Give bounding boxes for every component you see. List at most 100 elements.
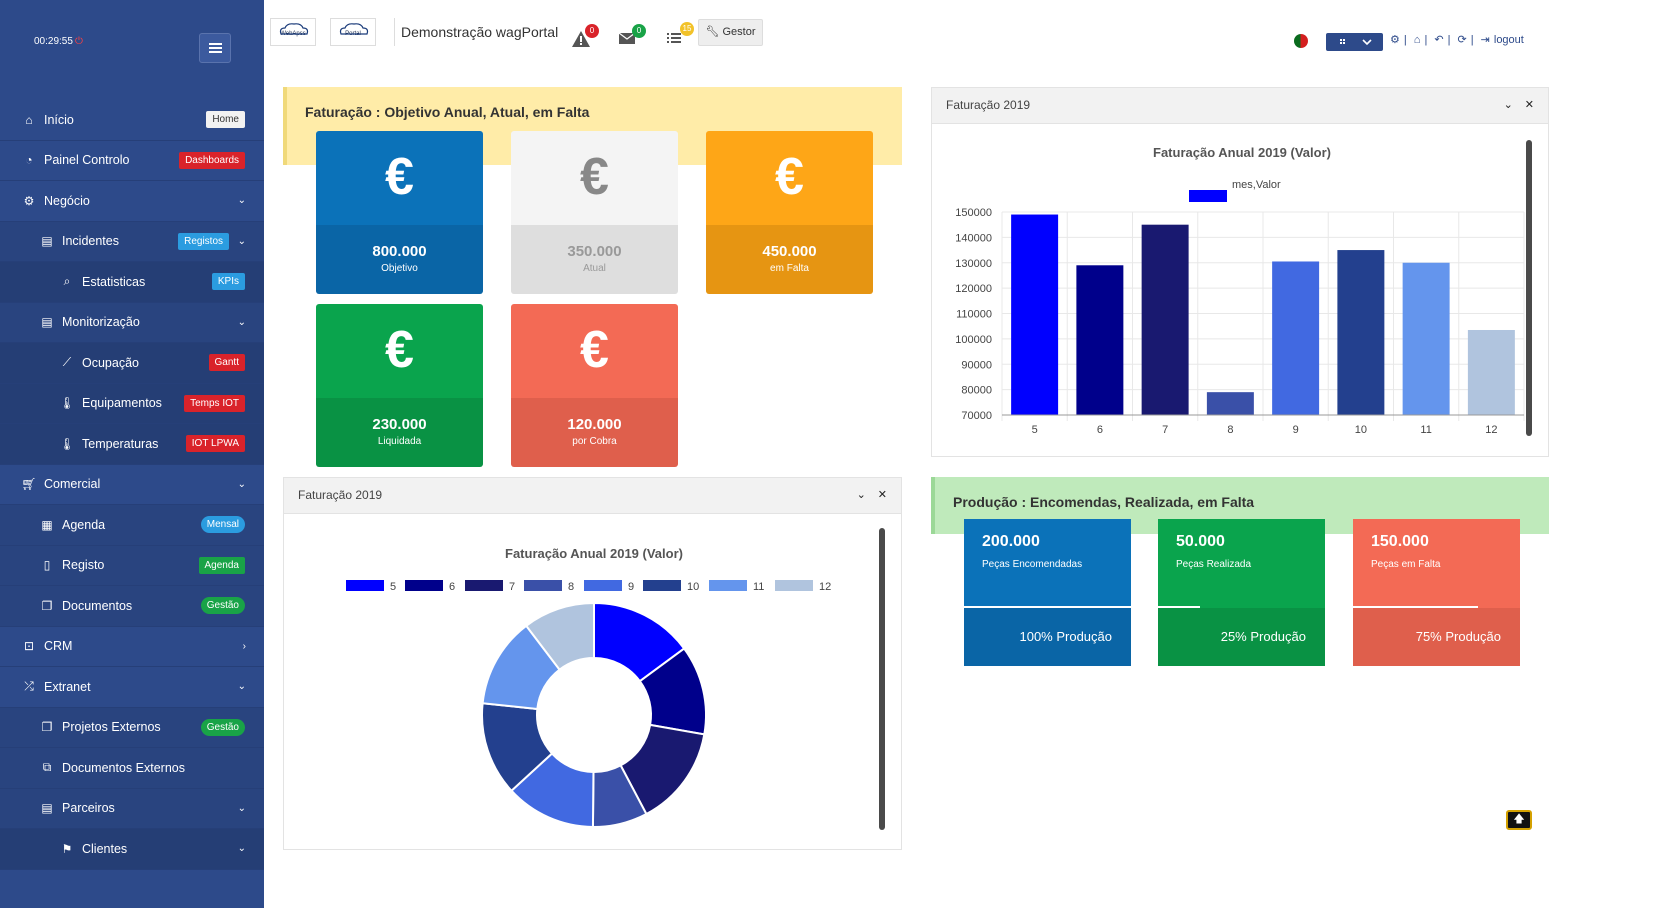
gestor-label: Gestor xyxy=(722,26,756,38)
legend-label: mes,Valor xyxy=(1232,179,1281,191)
chevron-right-icon[interactable]: › xyxy=(242,640,246,652)
tile-pecas-em-falta[interactable]: 150.000 Peças em Falta 75% Produção xyxy=(1353,519,1520,666)
collapse-icon[interactable]: ⌄ xyxy=(856,489,866,501)
sidebar-badge[interactable]: Agenda xyxy=(198,556,245,574)
bar-12[interactable] xyxy=(1467,329,1515,415)
gear-icon: ⚙ xyxy=(23,193,35,208)
legend-label: 6 xyxy=(449,581,455,593)
sidebar-item-projetos-externos[interactable]: ❐ Projetos Externos Gestão xyxy=(0,707,264,748)
bar-11[interactable] xyxy=(1402,262,1450,415)
alerts-button[interactable]: 0 xyxy=(571,24,599,50)
sidebar-item-documentos-externos[interactable]: ⧉ Documentos Externos xyxy=(0,748,264,789)
sidebar-item-painel-controlo[interactable]: ◔ Painel Controlo Dashboards xyxy=(0,140,264,181)
logo-portal[interactable]: Portal xyxy=(330,18,376,46)
panel-scrollbar[interactable] xyxy=(879,528,885,830)
chevron-down-icon[interactable]: ⌄ xyxy=(237,316,246,328)
gestor-button[interactable]: 🔧︎ Gestor xyxy=(698,19,763,46)
chevron-down-icon[interactable]: ⌄ xyxy=(237,681,246,693)
panel-scrollbar[interactable] xyxy=(1526,140,1532,436)
bar-8[interactable] xyxy=(1206,392,1254,415)
x-tick-label: 9 xyxy=(1293,424,1299,436)
legend-swatch xyxy=(775,580,813,591)
sidebar-item-agenda[interactable]: ▦ Agenda Mensal xyxy=(0,505,264,546)
bar-7[interactable] xyxy=(1141,224,1189,415)
sidebar-item-temperaturas[interactable]: 🌡︎ Temperaturas IOT LPWA xyxy=(0,424,264,465)
scroll-top-button[interactable]: 🡅︎ xyxy=(1506,810,1532,830)
tile-label: Liquidada xyxy=(377,436,422,447)
legend-label: 5 xyxy=(390,581,396,593)
tile-value: 200.000 xyxy=(982,533,1040,550)
settings-icon[interactable]: ⚙ xyxy=(1390,34,1400,46)
chevron-down-icon[interactable]: ⌄ xyxy=(237,843,246,855)
tile-value: 800.000 xyxy=(372,243,427,260)
menu-toggle-button[interactable] xyxy=(199,33,231,63)
sidebar-badge[interactable]: Mensal xyxy=(200,516,245,534)
sidebar-item-parceiros[interactable]: ▤ Parceiros ⌄ xyxy=(0,788,264,829)
sidebar-item-clientes[interactable]: ⚑ Clientes ⌄ xyxy=(0,829,264,870)
sidebar-item-estatisticas[interactable]: ⌕ Estatisticas KPIs xyxy=(0,262,264,303)
language-flag-icon[interactable] xyxy=(1294,34,1308,48)
logout-link[interactable]: ⇥ logout xyxy=(1480,34,1524,46)
tile-pecas-realizada[interactable]: 50.000 Peças Realizada 25% Produção xyxy=(1158,519,1325,666)
tile-liquidada[interactable]: € 230.000 Liquidada xyxy=(316,304,483,467)
sidebar-item-registo[interactable]: ▯ Registo Agenda xyxy=(0,545,264,586)
legend-swatch xyxy=(709,580,747,591)
sidebar-item-documentos[interactable]: ❐ Documentos Gestão xyxy=(0,586,264,627)
sidebar-item-incidentes[interactable]: ▤ Incidentes Registos ⌄ xyxy=(0,221,264,262)
euro-icon: € xyxy=(511,304,678,398)
bar-10[interactable] xyxy=(1337,250,1385,415)
sidebar-item-negócio[interactable]: ⚙ Negócio ⌄ xyxy=(0,181,264,222)
bar-5[interactable] xyxy=(1011,214,1059,415)
sidebar-item-início[interactable]: ⌂ Início Home xyxy=(0,100,264,141)
tile-pecas-encomendadas[interactable]: 200.000 Peças Encomendadas 100% Produção xyxy=(964,519,1131,666)
wrench-icon: 🔧︎ xyxy=(705,26,720,38)
sidebar-badge[interactable]: Gantt xyxy=(208,354,245,372)
tile-atual[interactable]: € 350.000 Atual xyxy=(511,131,678,294)
power-icon[interactable]: ⏻ xyxy=(74,36,83,47)
bar-9[interactable] xyxy=(1272,261,1320,415)
sidebar-badge[interactable]: Gestão xyxy=(200,597,245,615)
sidebar-item-monitorização[interactable]: ▤ Monitorização ⌄ xyxy=(0,302,264,343)
sidebar-item-ocupação[interactable]: ⟋ Ocupação Gantt xyxy=(0,343,264,384)
chevron-down-icon[interactable]: ⌄ xyxy=(237,235,246,247)
close-icon[interactable]: ✕ xyxy=(877,489,887,501)
chevron-down-icon[interactable]: ⌄ xyxy=(237,195,246,207)
x-tick-label: 10 xyxy=(1355,424,1367,436)
messages-count: 0 xyxy=(632,24,646,38)
sidebar-item-comercial[interactable]: 🛒︎ Comercial ⌄ xyxy=(0,464,264,505)
sidebar-badge[interactable]: KPIs xyxy=(211,273,245,291)
logo-webapss[interactable]: WebApss xyxy=(270,18,316,46)
tile-objetivo[interactable]: € 800.000 Objetivo xyxy=(316,131,483,294)
basket-icon: ⊡ xyxy=(23,639,35,654)
home-icon[interactable]: ⌂ xyxy=(1413,34,1421,46)
sidebar-badge[interactable]: Registos xyxy=(178,232,229,250)
progress-bar xyxy=(1353,606,1479,608)
close-icon[interactable]: ✕ xyxy=(1524,99,1534,111)
sidebar-badge[interactable]: Gestão xyxy=(200,718,245,736)
sidebar-item-label: Temperaturas xyxy=(82,436,159,451)
refresh-icon[interactable]: ⟳ xyxy=(1457,34,1467,46)
sidebar-item-label: Início xyxy=(44,112,74,127)
sidebar-item-label: Extranet xyxy=(44,679,91,694)
tasks-button[interactable]: 15 xyxy=(666,22,694,50)
collapse-icon[interactable]: ⌄ xyxy=(1503,99,1513,111)
slice-12[interactable] xyxy=(524,601,595,672)
tile-por-cobra[interactable]: € 120.000 por Cobra xyxy=(511,304,678,467)
tile-em-falta[interactable]: € 450.000 em Falta xyxy=(706,131,873,294)
chevron-down-icon[interactable]: ⌄ xyxy=(237,478,246,490)
header-actions: ⚙ | ⌂ | ↶ | ⟳ | ⇥ logout xyxy=(1386,33,1532,46)
sidebar-item-extranet[interactable]: ⤮ Extranet ⌄ xyxy=(0,667,264,708)
chevron-down-icon[interactable]: ⌄ xyxy=(237,802,246,814)
sidebar-badge[interactable]: Dashboards xyxy=(179,151,245,169)
sidebar-badge[interactable]: IOT LPWA xyxy=(185,435,245,453)
sidebar-badge[interactable]: Temps IOT xyxy=(184,394,245,412)
sidebar-item-label: Painel Controlo xyxy=(44,153,130,168)
apps-dropdown-button[interactable] xyxy=(1326,33,1383,51)
messages-button[interactable]: 0 xyxy=(618,24,646,50)
bar-6[interactable] xyxy=(1076,265,1124,415)
sidebar-badge[interactable]: Home xyxy=(206,111,245,129)
sidebar-item-crm[interactable]: ⊡ CRM › xyxy=(0,626,264,667)
sidebar-item-equipamentos[interactable]: 🌡︎ Equipamentos Temps IOT xyxy=(0,383,264,424)
legend-label: 9 xyxy=(628,581,634,593)
back-icon[interactable]: ↶ xyxy=(1434,34,1444,46)
